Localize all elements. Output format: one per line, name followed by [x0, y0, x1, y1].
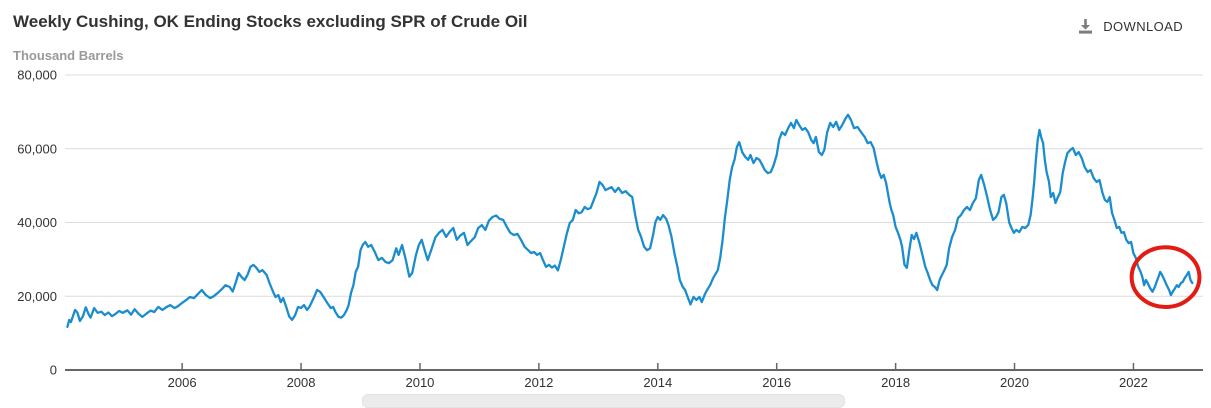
y-tick-label: 20,000	[17, 289, 57, 304]
x-tick-label: 2020	[1000, 375, 1029, 390]
y-axis-unit-label: Thousand Barrels	[13, 48, 124, 63]
page-title: Weekly Cushing, OK Ending Stocks excludi…	[13, 12, 528, 31]
y-tick-label: 0	[50, 363, 57, 378]
x-tick-label: 2022	[1119, 375, 1148, 390]
y-tick-label: 80,000	[17, 68, 57, 83]
y-tick-label: 40,000	[17, 215, 57, 230]
x-tick-label: 2012	[524, 375, 553, 390]
y-tick-label: 60,000	[17, 141, 57, 156]
data-series-line	[66, 113, 1194, 329]
highlight-ellipse-annotation	[1129, 245, 1202, 309]
x-tick-label: 2008	[287, 375, 316, 390]
download-label: DOWNLOAD	[1103, 19, 1183, 34]
x-tick-label: 2010	[405, 375, 434, 390]
x-tick-label: 2006	[168, 375, 197, 390]
x-tick-label: 2018	[881, 375, 910, 390]
x-tick-label: 2016	[762, 375, 791, 390]
download-icon	[1077, 18, 1094, 35]
download-button[interactable]: DOWNLOAD	[1077, 18, 1183, 35]
chart-scrollbar[interactable]	[362, 394, 845, 408]
x-tick-label: 2014	[643, 375, 672, 390]
